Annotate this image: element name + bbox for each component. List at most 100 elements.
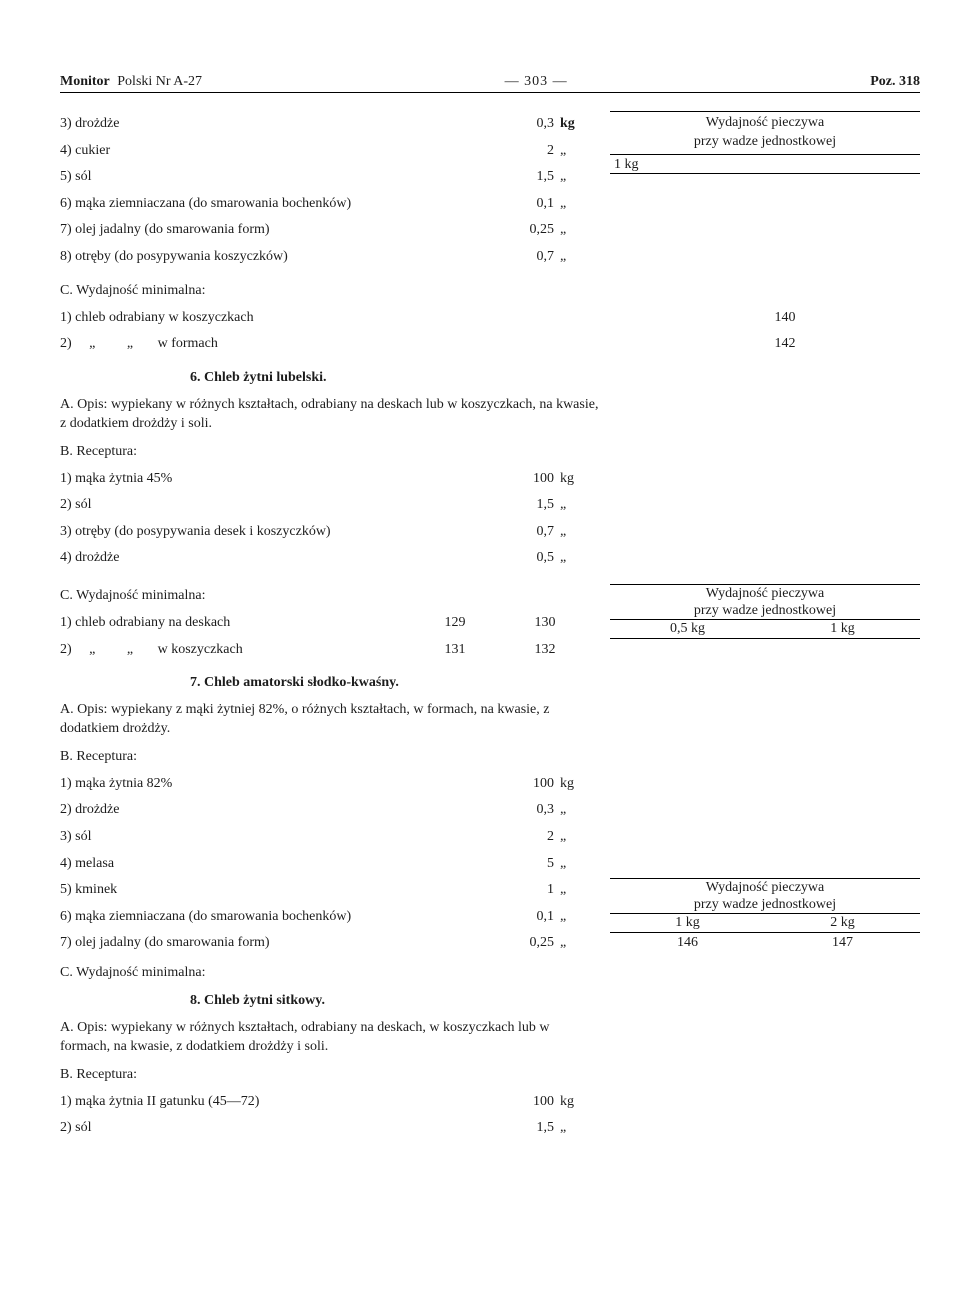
recipe-amount: 1,5	[508, 1115, 554, 1142]
recipe-label: 1) mąka żytnia 82%	[60, 771, 508, 798]
recipe-list: 3) drożdże0,3kg4) cukier2„5) sól1,5„6) m…	[60, 111, 590, 271]
recipe-amount: 0,25	[508, 217, 554, 244]
recipe-row: 3) drożdże0,3kg	[60, 111, 590, 138]
recipe-row: 4) cukier2„	[60, 138, 590, 165]
recipe-label: 2) sól	[60, 492, 508, 519]
recipe-row: 5) kminek1„	[60, 877, 590, 904]
page-header: Monitor Polski Nr A-27 — 303 — Poz. 318	[60, 74, 920, 93]
section-7-description: A. Opis: wypiekany z mąki żytniej 82%, o…	[60, 701, 600, 739]
yield-col-1: 0,5 kg	[610, 620, 765, 638]
section-6-body: 1) mąka żytnia 45%100kg2) sól1,5„3) otrę…	[60, 466, 920, 572]
recipe-label: 3) drożdże	[60, 111, 508, 138]
yield-value: 129	[410, 610, 500, 637]
recipe-row: 7) olej jadalny (do smarowania form)0,25…	[60, 930, 590, 957]
recipe-amount: 0,5	[508, 545, 554, 572]
recipe-unit: kg	[554, 466, 590, 493]
recipe-row: 2) sól1,5„	[60, 1115, 590, 1142]
recipe-unit: „	[554, 797, 590, 824]
recipe-label: 2) drożdże	[60, 797, 508, 824]
recipe-row: 2) sól1,5„	[60, 492, 590, 519]
b-label: B. Receptura:	[60, 1067, 920, 1083]
yield-col-1: 1 kg	[610, 914, 765, 932]
recipe-list: 1) mąka żytnia II gatunku (45—72)100kg2)…	[60, 1089, 590, 1142]
recipe-unit: „	[554, 851, 590, 878]
recipe-unit: „	[554, 930, 590, 957]
recipe-amount: 1	[508, 877, 554, 904]
section-8-heading: 8. Chleb żytni sitkowy.	[60, 993, 920, 1009]
recipe-unit: „	[554, 1115, 590, 1142]
recipe-label: 7) olej jadalny (do smarowania form)	[60, 217, 508, 244]
recipe-amount: 2	[508, 138, 554, 165]
recipe-row: 1) mąka żytnia 45%100kg	[60, 466, 590, 493]
recipe-unit: „	[554, 244, 590, 271]
recipe-row: 6) mąka ziemniaczana (do smarowania boch…	[60, 904, 590, 931]
yield-title: Wydajność pieczywa	[610, 114, 920, 133]
yield-val-1: 146	[610, 933, 765, 957]
c-label: C. Wydajność minimalna:	[60, 588, 590, 604]
section-6-yield: C. Wydajność minimalna: 1) chleb odrabia…	[60, 584, 920, 663]
recipe-unit: „	[554, 519, 590, 546]
yield-row: 2) „ „ w koszyczkach131132	[60, 637, 590, 664]
yield-list: 1) chleb odrabiany na deskach1291302) „ …	[60, 610, 590, 663]
c-label: C. Wydajność minimalna:	[60, 965, 920, 981]
recipe-amount: 1,5	[508, 164, 554, 191]
yield-label: 1) chleb odrabiany na deskach	[60, 610, 410, 637]
recipe-unit: kg	[554, 771, 590, 798]
header-left: Monitor Polski Nr A-27	[60, 74, 202, 90]
yield-row: 1) chleb odrabiany na deskach129130	[60, 610, 590, 637]
yield-label: 2) „ „ w formach	[60, 331, 740, 358]
b-label: B. Receptura:	[60, 749, 920, 765]
recipe-row: 8) otręby (do posypywania koszyczków)0,7…	[60, 244, 590, 271]
recipe-label: 4) cukier	[60, 138, 508, 165]
yield-value: 132	[500, 637, 590, 664]
recipe-amount: 1,5	[508, 492, 554, 519]
yield-sub: przy wadze jednostkowej	[610, 897, 920, 914]
recipe-unit: kg	[554, 111, 590, 138]
b-label: B. Receptura:	[60, 444, 920, 460]
yield-sub: przy wadze jednostkowej	[610, 133, 920, 152]
recipe-label: 4) drożdże	[60, 545, 508, 572]
yield-col-2: 1 kg	[765, 620, 920, 638]
recipe-row: 3) sól2„	[60, 824, 590, 851]
section-8-body: 1) mąka żytnia II gatunku (45—72)100kg2)…	[60, 1089, 920, 1142]
section-6-description: A. Opis: wypiekany w różnych kształtach,…	[60, 396, 600, 434]
recipe-label: 5) kminek	[60, 877, 508, 904]
recipe-row: 4) melasa5„	[60, 851, 590, 878]
yield-val-2: 147	[765, 933, 920, 957]
header-left-rest: Polski Nr A-27	[117, 74, 202, 89]
recipe-row: 2) drożdże0,3„	[60, 797, 590, 824]
header-right: Poz. 318	[870, 74, 920, 90]
yield-box: Wydajność pieczywa przy wadze jednostkow…	[610, 584, 920, 639]
recipe-label: 5) sól	[60, 164, 508, 191]
recipe-label: 1) mąka żytnia 45%	[60, 466, 508, 493]
recipe-amount: 0,7	[508, 519, 554, 546]
recipe-unit: „	[554, 545, 590, 572]
yield-label: 2) „ „ w koszyczkach	[60, 637, 410, 664]
recipe-amount: 5	[508, 851, 554, 878]
recipe-label: 4) melasa	[60, 851, 508, 878]
yield-value: 130	[500, 610, 590, 637]
recipe-unit: „	[554, 492, 590, 519]
recipe-label: 6) mąka ziemniaczana (do smarowania boch…	[60, 904, 508, 931]
recipe-amount: 0,7	[508, 244, 554, 271]
yield-unit: 1 kg	[610, 157, 920, 174]
section-8-description: A. Opis: wypiekany w różnych kształtach,…	[60, 1019, 600, 1057]
recipe-row: 4) drożdże0,5„	[60, 545, 590, 572]
recipe-row: 5) sól1,5„	[60, 164, 590, 191]
yield-box: Wydajność pieczywa przy wadze jednostkow…	[610, 878, 920, 957]
yield-title: Wydajność pieczywa	[610, 879, 920, 897]
recipe-amount: 100	[508, 1089, 554, 1116]
section-7-body: 1) mąka żytnia 82%100kg2) drożdże0,3„3) …	[60, 771, 920, 957]
section-6-heading: 6. Chleb żytni lubelski.	[60, 370, 920, 386]
recipe-label: 2) sól	[60, 1115, 508, 1142]
recipe-row: 1) mąka żytnia II gatunku (45—72)100kg	[60, 1089, 590, 1116]
recipe-unit: „	[554, 138, 590, 165]
section-5-top: 3) drożdże0,3kg4) cukier2„5) sól1,5„6) m…	[60, 111, 920, 271]
recipe-unit: „	[554, 824, 590, 851]
recipe-label: 6) mąka ziemniaczana (do smarowania boch…	[60, 191, 508, 218]
header-left-bold: Monitor	[60, 74, 110, 89]
recipe-amount: 2	[508, 824, 554, 851]
recipe-row: 1) mąka żytnia 82%100kg	[60, 771, 590, 798]
recipe-row: 3) otręby (do posypywania desek i koszyc…	[60, 519, 590, 546]
recipe-amount: 0,3	[508, 797, 554, 824]
